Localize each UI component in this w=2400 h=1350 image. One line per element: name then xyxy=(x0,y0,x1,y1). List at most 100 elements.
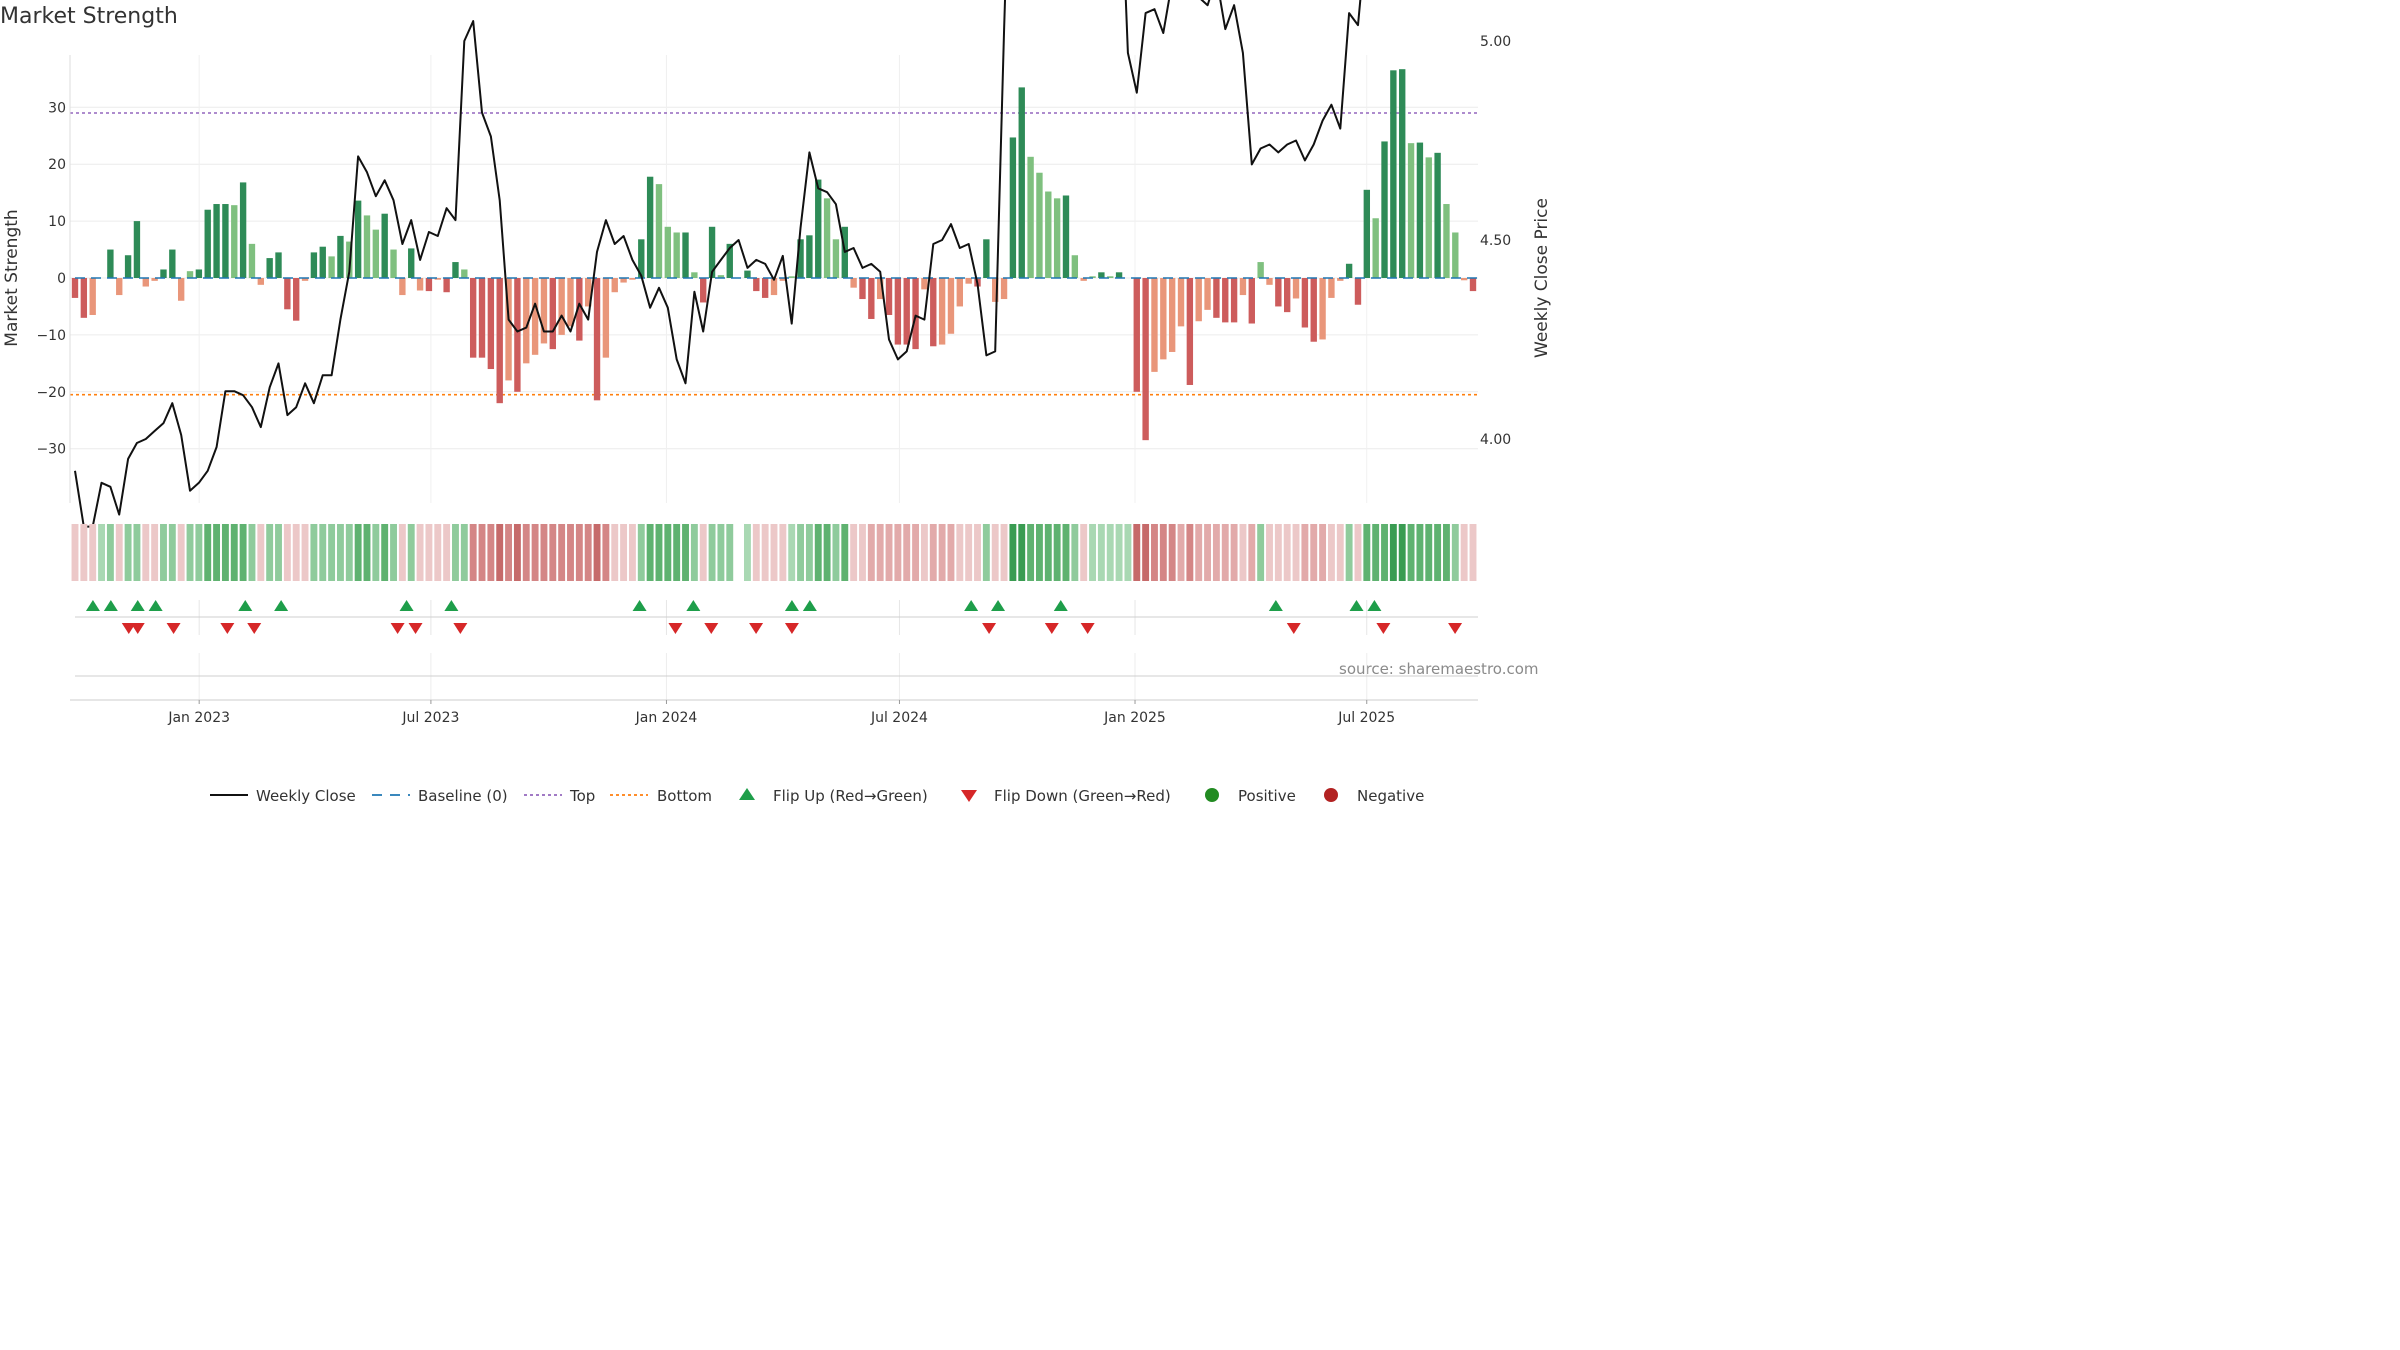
strength-bar xyxy=(673,232,680,278)
strength-bar xyxy=(806,235,813,278)
flip-down-marker xyxy=(121,623,136,634)
heat-strip-cell xyxy=(1381,524,1388,581)
heat-strip-cell xyxy=(929,524,937,581)
y-tick-label: −10 xyxy=(36,328,66,344)
strength-bar xyxy=(930,278,937,347)
strength-bar xyxy=(363,215,371,278)
legend-swatch-positive xyxy=(1205,788,1219,802)
heat-strip-cell xyxy=(1035,524,1043,581)
strength-bar xyxy=(213,204,220,278)
heat-strip-cell xyxy=(80,524,88,581)
heat-strip-cell xyxy=(1336,524,1344,581)
strength-bar xyxy=(876,278,884,300)
legend-swatch-flip-up xyxy=(739,788,755,800)
heat-strip-cell xyxy=(770,524,778,581)
heat-strip-cell xyxy=(991,524,999,581)
heat-strip-cell xyxy=(390,524,397,581)
strength-bar xyxy=(1469,278,1477,292)
strength-bar xyxy=(646,176,654,278)
heat-strip-cell xyxy=(1000,524,1008,581)
heat-strip-cell xyxy=(699,524,707,581)
heat-strip-cell xyxy=(912,524,920,581)
strength-bar xyxy=(266,258,273,278)
strength-bar xyxy=(408,248,415,278)
strength-bar xyxy=(1107,276,1114,278)
heat-strip-cell xyxy=(513,524,521,581)
strength-bar xyxy=(1230,278,1238,323)
heat-strip-cell xyxy=(1407,524,1415,581)
strength-bar xyxy=(1460,278,1468,281)
strength-bar xyxy=(894,278,902,345)
strength-bar xyxy=(700,278,707,303)
x-tick-label: Jan 2025 xyxy=(1103,710,1166,726)
strength-bar xyxy=(1310,278,1317,342)
strength-bars xyxy=(71,69,1477,441)
strength-bar xyxy=(1301,278,1309,328)
strength-bar xyxy=(823,198,831,278)
strength-bar xyxy=(151,278,158,281)
heat-strip-cell xyxy=(1301,524,1309,581)
strength-bar xyxy=(301,278,309,281)
strength-bar xyxy=(231,205,238,278)
strength-bar xyxy=(1239,278,1247,296)
heat-strip-cell xyxy=(965,524,973,581)
heat-strip-cell xyxy=(1257,524,1265,581)
heat-strip-cell xyxy=(257,524,265,581)
strength-bar xyxy=(222,204,229,278)
x-tick-label: Jul 2023 xyxy=(401,710,459,726)
heat-strip-cell xyxy=(1018,524,1026,581)
strength-bar xyxy=(549,278,556,350)
strength-bar xyxy=(965,278,972,284)
heat-strip-cell xyxy=(761,524,769,581)
strength-bar xyxy=(124,255,132,278)
flip-up-marker xyxy=(399,600,414,611)
strength-bar xyxy=(1407,143,1415,278)
heat-strip-cell xyxy=(505,524,513,581)
heat-strip-cell xyxy=(239,524,247,581)
strength-bar xyxy=(912,278,919,350)
flip-up-marker xyxy=(444,600,459,611)
heat-strip-cell xyxy=(1044,524,1052,581)
heat-strip-cell xyxy=(885,524,893,581)
heat-strip-cell xyxy=(974,524,981,581)
heat-strip-cell xyxy=(1159,524,1167,581)
x-tick-label: Jul 2024 xyxy=(870,710,928,726)
strength-bar xyxy=(1345,263,1353,278)
flip-down-marker xyxy=(390,623,405,634)
x-tick-label: Jul 2025 xyxy=(1337,710,1395,726)
strength-bar xyxy=(1062,195,1070,278)
strength-bar xyxy=(284,278,291,310)
heat-strip-cell xyxy=(98,524,105,581)
strength-bar xyxy=(478,278,486,358)
heat-strip-cell xyxy=(443,524,451,581)
chart-title: Market Strength xyxy=(0,4,178,29)
heat-strip-cell xyxy=(1469,524,1477,581)
flip-up-marker xyxy=(1349,600,1364,611)
heat-strip-cell xyxy=(611,524,619,581)
strength-bar xyxy=(558,278,565,335)
strength-bar xyxy=(390,249,397,278)
strength-bar xyxy=(593,278,601,401)
heat-strip-cell xyxy=(841,524,849,581)
heat-strip-cell xyxy=(726,524,734,581)
flip-down-marker xyxy=(1376,623,1391,634)
flip-down-marker xyxy=(704,623,719,634)
heat-strip-cell xyxy=(328,524,336,581)
strength-bar xyxy=(708,226,716,278)
heat-strip-cell xyxy=(310,524,318,581)
strength-bar xyxy=(770,278,778,296)
strength-bar xyxy=(293,278,300,321)
heat-strip-cell xyxy=(1434,524,1442,581)
heat-strip-cell xyxy=(221,524,229,581)
strength-bar xyxy=(602,278,610,358)
heat-strip-cell xyxy=(744,524,751,581)
heat-strip-cell xyxy=(531,524,539,581)
flip-down-marker xyxy=(130,623,145,634)
heat-strip-cell xyxy=(142,524,150,581)
heat-strip-cell xyxy=(213,524,221,581)
flip-up-marker xyxy=(632,600,647,611)
strength-bar xyxy=(372,229,380,278)
strength-bar xyxy=(1416,142,1424,278)
heat-strip-cell xyxy=(832,524,840,581)
